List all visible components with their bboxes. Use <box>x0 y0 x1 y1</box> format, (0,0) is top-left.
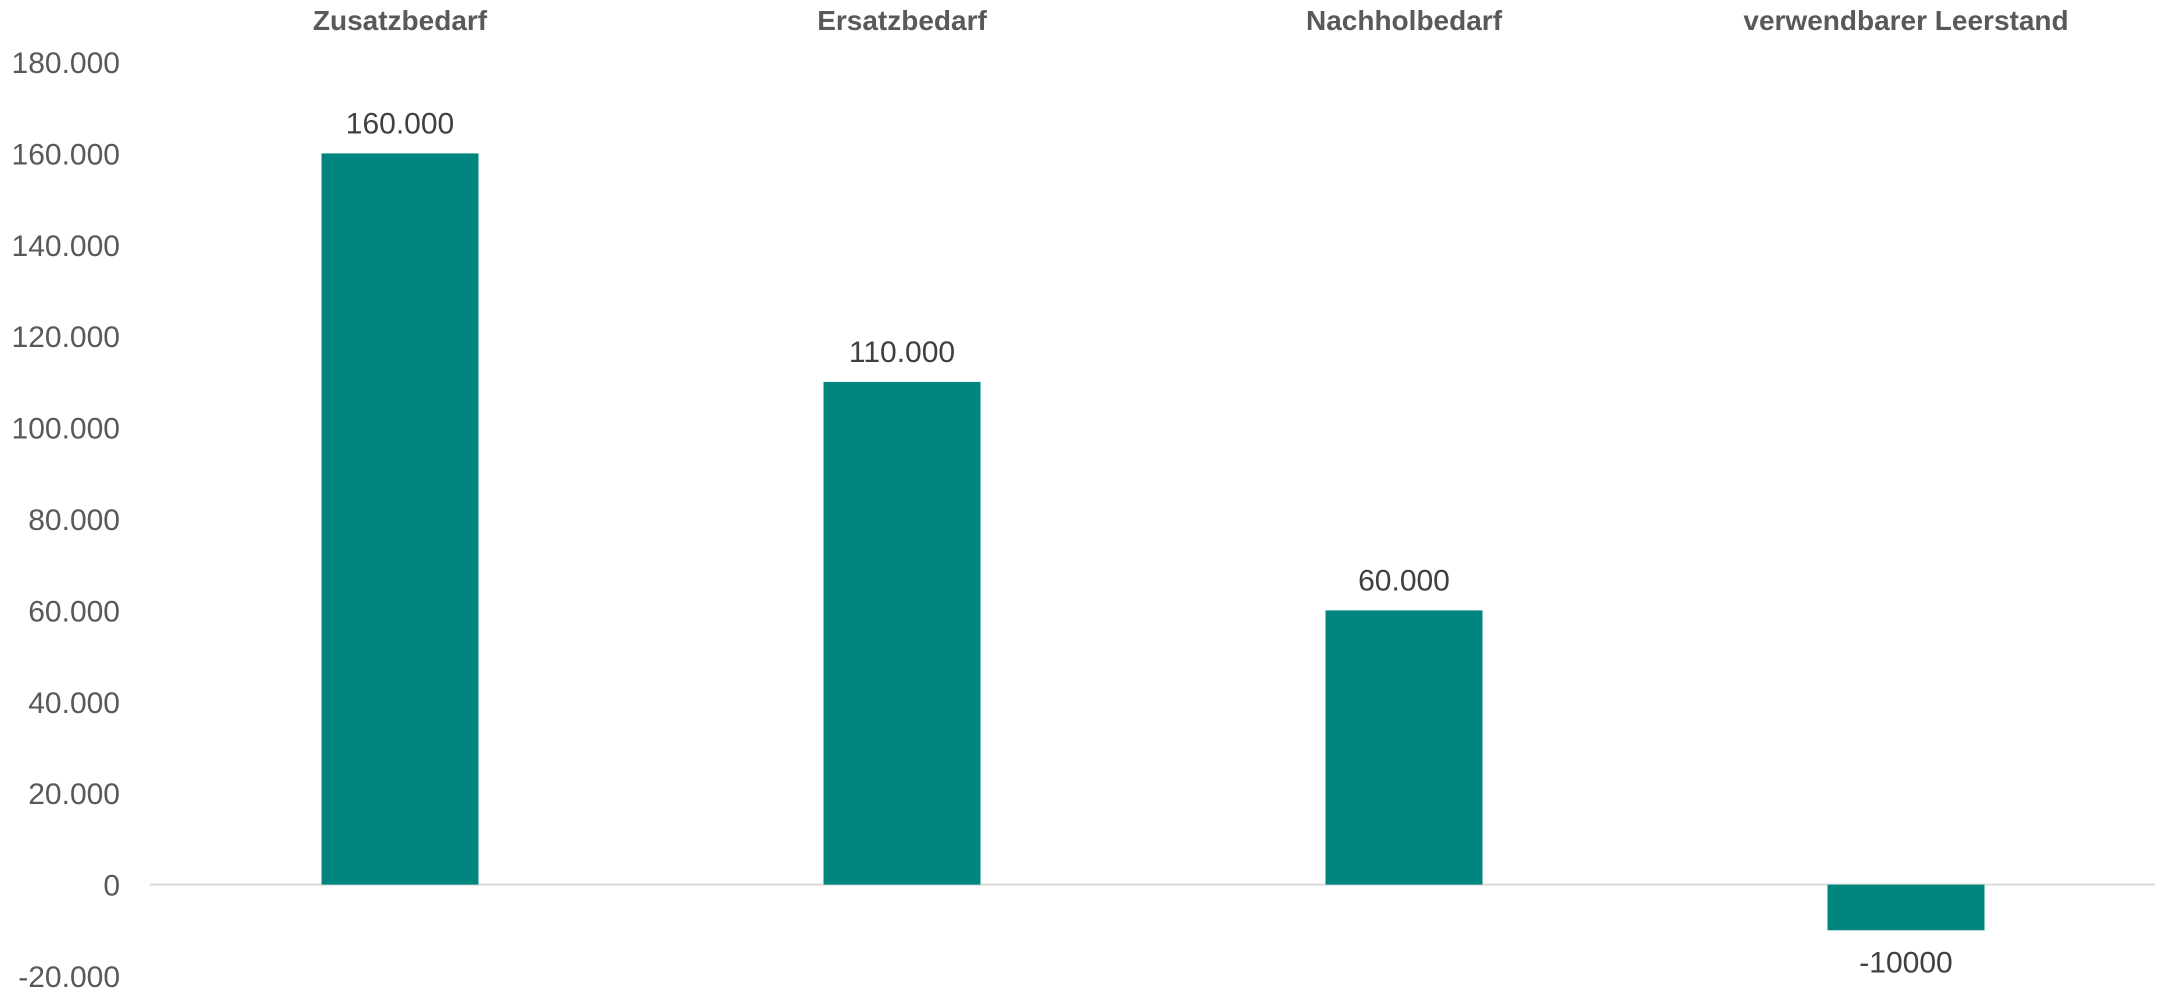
data-label: 60.000 <box>1358 564 1450 597</box>
y-tick-label: 0 <box>103 870 120 903</box>
bar <box>321 153 479 885</box>
category-label: Nachholbedarf <box>1306 5 1503 36</box>
y-tick-label: 140.000 <box>12 230 120 263</box>
category-label: Zusatzbedarf <box>313 5 488 36</box>
data-labels: 160.000 110.000 60.000 -10000 <box>346 107 1953 979</box>
y-tick-label: 60.000 <box>28 595 120 628</box>
data-label: 110.000 <box>849 336 955 369</box>
y-tick-label: 120.000 <box>12 321 120 354</box>
data-label: -10000 <box>1859 946 1952 979</box>
bar <box>823 381 981 885</box>
data-label: 160.000 <box>346 107 454 140</box>
bars <box>321 153 1985 931</box>
y-tick-label: 100.000 <box>12 413 120 446</box>
y-tick-label: -20.000 <box>18 961 120 991</box>
y-tick-label: 40.000 <box>28 687 120 720</box>
y-tick-label: 160.000 <box>12 138 120 171</box>
y-tick-label: 80.000 <box>28 504 120 537</box>
y-axis-tick-labels: 180.000 160.000 140.000 120.000 100.000 80.00… <box>12 47 120 991</box>
category-label: Ersatzbedarf <box>817 5 987 36</box>
bar <box>1827 884 1985 931</box>
y-tick-label: 180.000 <box>12 47 120 80</box>
category-labels: Zusatzbedarf Ersatzbedarf Nachholbedarf ver… <box>313 5 2069 36</box>
category-label: verwendbarer Leerstand <box>1743 5 2068 36</box>
bar <box>1325 610 1483 885</box>
y-tick-label: 20.000 <box>28 778 120 811</box>
